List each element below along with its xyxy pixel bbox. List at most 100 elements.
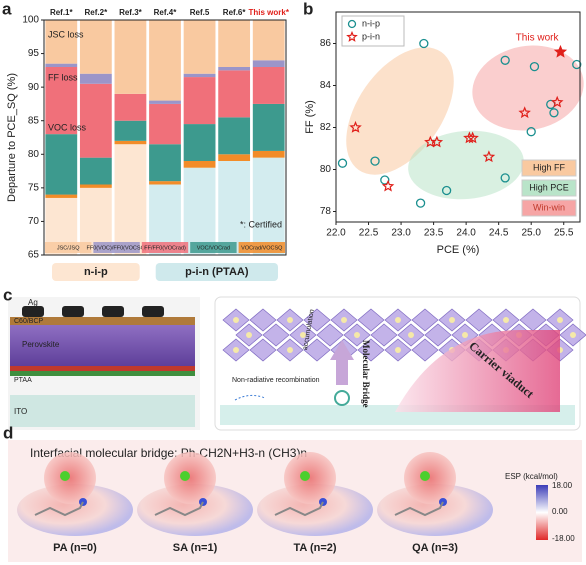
bridge-label: Molecular Bridge (361, 340, 371, 408)
region-label: High PCE (529, 182, 569, 192)
region-key (521, 159, 577, 177)
molecule-frame (394, 501, 444, 517)
x-tick-label: 25.5 (554, 228, 574, 239)
legend-swatch (238, 242, 285, 253)
bar-segment (252, 20, 285, 61)
cation (354, 332, 360, 338)
bar-segment (79, 83, 112, 158)
region (472, 45, 584, 131)
cation (395, 347, 401, 353)
y-tick-label: 80 (320, 164, 332, 175)
octahedron (411, 308, 439, 332)
x-tick-label: 24.5 (489, 228, 509, 239)
panel-b: b 22.0 22.5 23.0 23.5 24.0 24.5 25.0 25.5 78 80 82 8… (303, 0, 584, 256)
bar-segment (252, 150, 285, 158)
ag-contact (22, 306, 44, 317)
point (419, 38, 429, 49)
esp-head (44, 452, 96, 504)
region-label: Win-win (533, 202, 565, 212)
cl-atom (60, 471, 70, 481)
point (526, 127, 536, 137)
octahedron (411, 338, 439, 362)
bar-segment (183, 77, 216, 125)
bar-segment (114, 140, 147, 145)
group-box (52, 263, 140, 281)
bar-segment (149, 103, 181, 145)
octahedron (249, 338, 277, 362)
point (337, 158, 348, 168)
bar-segment (252, 103, 285, 151)
point (346, 30, 358, 42)
cation (449, 317, 455, 323)
octahedron (303, 308, 331, 332)
octahedron (465, 308, 493, 332)
cation (233, 317, 239, 323)
colorbar-tick: -18.00 (552, 534, 575, 543)
bar-segment (252, 157, 285, 255)
layer-label: C60/BCP (14, 318, 44, 325)
molecule-frame (154, 501, 204, 517)
bar-segment (149, 181, 181, 185)
molecule-frame (274, 501, 324, 517)
layer-label: Perovskite (22, 340, 60, 349)
cation (557, 317, 563, 323)
c60-layer (10, 317, 195, 325)
octahedron (424, 323, 452, 347)
esp-head (404, 452, 456, 504)
bar-segment (183, 20, 216, 74)
bar-segment (149, 20, 181, 101)
panel-letter: b (303, 0, 313, 18)
octahedron (316, 323, 344, 347)
esp-head (284, 452, 336, 504)
point (381, 179, 395, 192)
y-tick-label: 85 (28, 115, 40, 126)
x-tick-label: 23.5 (424, 228, 444, 239)
x-tick-label: 22.0 (326, 228, 346, 239)
legend-label: p-i-n (362, 31, 380, 41)
panel-letter: d (3, 423, 13, 442)
bar-segment (252, 67, 285, 104)
recomb-arrow (234, 394, 266, 401)
ptaa-layer (10, 371, 195, 376)
category-label: Ref.3* (119, 8, 143, 17)
category-label: Ref.1* (50, 8, 74, 17)
panel-a: a 65 70 75 80 85 90 95 100 Departure to PCE_SQ (%… (2, 0, 290, 281)
legend-label: JSC/JSQ (57, 245, 80, 251)
category-label: Ref.2* (85, 8, 109, 17)
layer-label: PTAA (14, 377, 32, 384)
octahedron (370, 323, 398, 347)
plot-frame (335, 11, 581, 223)
y-tick-label: 80 (28, 149, 40, 160)
layer-label: Ag (28, 298, 38, 307)
octahedron (262, 323, 290, 347)
category-label: This work* (248, 8, 289, 17)
bar-segment (218, 117, 251, 155)
group-box (155, 263, 278, 281)
perovskite-layer (10, 325, 195, 366)
cation (287, 347, 293, 353)
cation (462, 332, 468, 338)
colorbar-tick: 0.00 (552, 507, 568, 516)
group-label: p-i-n (PTAA) (185, 266, 249, 278)
bar-segment (79, 73, 112, 84)
legend-label: FF/FF0(VOCrad) (144, 245, 186, 251)
x-axis-label: PCE (%) (437, 244, 480, 256)
bar-segment (45, 134, 78, 195)
point (466, 131, 479, 144)
cation (287, 317, 293, 323)
viaduct (395, 330, 560, 412)
legend-label: VOCrad/VOCSQ (241, 245, 283, 251)
y-tick-label: 82 (320, 122, 332, 133)
bar-segment (114, 120, 147, 141)
colorbar (536, 485, 548, 540)
point (370, 156, 380, 166)
bar-segment (218, 20, 251, 67)
bridge-arrow (330, 340, 354, 385)
point (380, 175, 390, 185)
cation (408, 332, 414, 338)
point (415, 198, 426, 208)
cl-atom (420, 471, 430, 481)
bar-segment (79, 157, 112, 185)
bar-segment (218, 70, 251, 118)
